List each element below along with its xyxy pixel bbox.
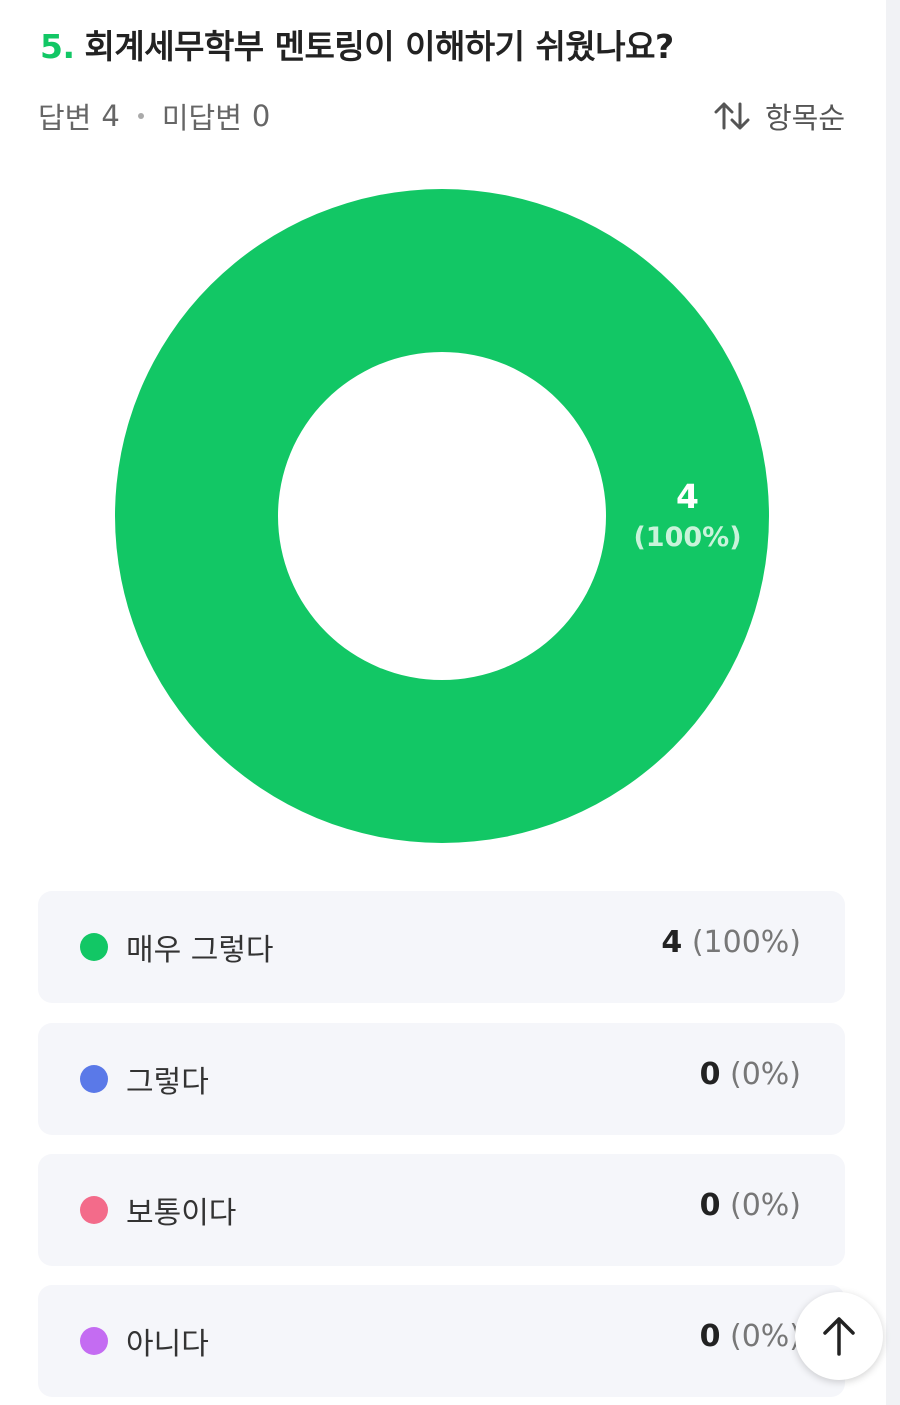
legend-row-disagree: 아니다 0 (0%)	[38, 1285, 845, 1397]
question-number: 5.	[40, 27, 75, 66]
slice-percent-label: (100%)	[633, 522, 741, 553]
legend-percent: (0%)	[729, 1188, 801, 1223]
legend-row-very-agree: 매우 그렇다 4 (100%)	[38, 891, 845, 1003]
legend-percent: (0%)	[729, 1057, 801, 1092]
legend-value: 0 (0%)	[700, 1057, 801, 1092]
legend-label: 매우 그렇다	[126, 933, 274, 968]
legend-swatch	[80, 1327, 108, 1355]
legend-value: 0 (0%)	[700, 1188, 801, 1223]
sort-label: 항목순	[764, 101, 845, 135]
answered-label: 답변	[38, 101, 92, 135]
legend-swatch	[80, 1065, 108, 1093]
slice-labels: 4 (100%)	[633, 477, 741, 553]
legend-count: 0	[699, 1319, 721, 1354]
legend-percent: (100%)	[691, 925, 801, 960]
unanswered-count: 0	[251, 99, 271, 133]
scroll-to-top-button[interactable]	[795, 1292, 883, 1380]
legend-value: 0 (0%)	[700, 1319, 801, 1354]
arrow-up-icon	[823, 1317, 855, 1356]
slice-value-label: 4	[676, 477, 699, 516]
legend-value: 4 (100%)	[661, 925, 801, 960]
legend-label: 그렇다	[126, 1065, 209, 1100]
sort-button[interactable]: 항목순	[713, 95, 845, 137]
donut-slice-1	[115, 189, 769, 843]
legend-row-neutral: 보통이다 0 (0%)	[38, 1154, 845, 1266]
question-title: 5. 회계세무학부 멘토링이 이해하기 쉬웠나요?	[40, 20, 860, 68]
answered-count: 4	[101, 99, 120, 133]
scrollbar-track	[886, 0, 900, 1405]
donut-chart: 4 (100%)	[115, 189, 769, 843]
unanswered-label: 미답변	[161, 101, 242, 135]
question-text: 회계세무학부 멘토링이 이해하기 쉬웠나요?	[84, 27, 675, 66]
legend-swatch	[80, 933, 108, 961]
separator-dot	[137, 113, 144, 119]
legend-count: 0	[699, 1057, 721, 1092]
legend-count: 4	[661, 925, 683, 960]
legend-swatch	[80, 1196, 108, 1224]
legend-row-agree: 그렇다 0 (0%)	[38, 1023, 845, 1135]
donut-slices	[115, 189, 769, 843]
legend-label: 아니다	[126, 1327, 209, 1362]
legend-percent: (0%)	[729, 1319, 801, 1354]
sort-arrows-icon	[714, 102, 750, 130]
legend-label: 보통이다	[126, 1196, 237, 1231]
response-stats: 답변 4 미답변 0	[38, 95, 270, 137]
legend-count: 0	[699, 1188, 721, 1223]
